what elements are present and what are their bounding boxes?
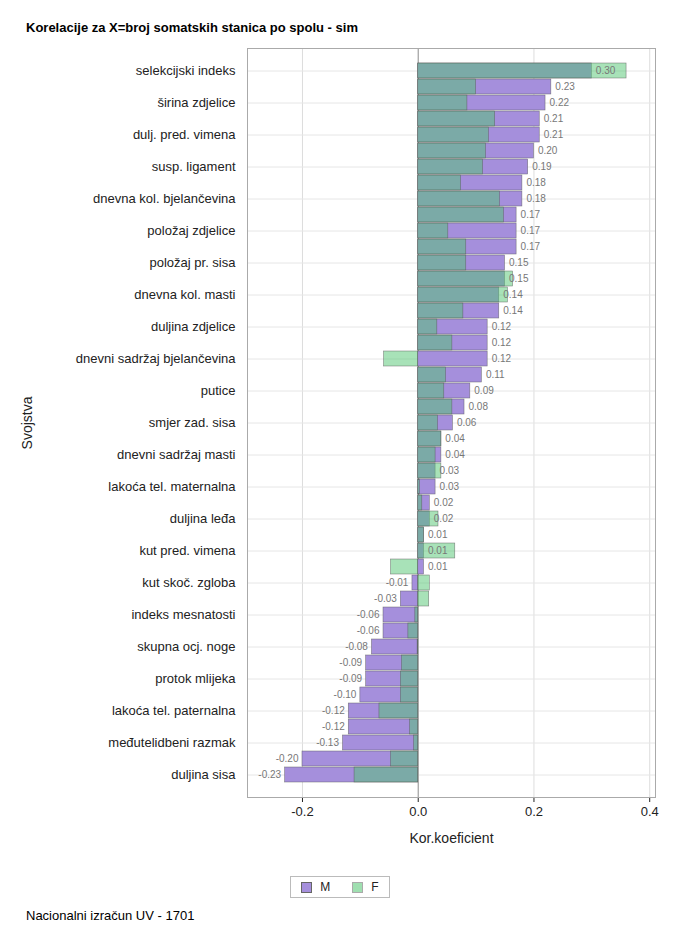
svg-text:Kor.koeficient: Kor.koeficient [409, 830, 493, 846]
svg-text:0.15: 0.15 [509, 273, 529, 284]
svg-text:0.03: 0.03 [440, 481, 460, 492]
svg-text:0.17: 0.17 [521, 209, 541, 220]
svg-text:0.02: 0.02 [434, 497, 454, 508]
svg-text:0.22: 0.22 [550, 97, 570, 108]
svg-text:0.21: 0.21 [544, 113, 564, 124]
svg-text:dnevna kol. masti: dnevna kol. masti [134, 287, 235, 302]
svg-text:0.21: 0.21 [544, 129, 564, 140]
svg-text:susp. ligament: susp. ligament [152, 159, 236, 174]
svg-text:0.4: 0.4 [641, 804, 659, 819]
svg-text:-0.13: -0.13 [316, 737, 339, 748]
svg-text:dnevna kol. bjelančevina: dnevna kol. bjelančevina [93, 191, 236, 206]
svg-text:0.04: 0.04 [445, 449, 465, 460]
svg-text:-0.01: -0.01 [386, 577, 409, 588]
svg-text:0.12: 0.12 [492, 321, 512, 332]
svg-text:dnevni sadržaj bjelančevina: dnevni sadržaj bjelančevina [76, 351, 236, 366]
svg-text:položaj pr. sisa: položaj pr. sisa [150, 255, 237, 270]
svg-text:protok mlijeka: protok mlijeka [155, 671, 236, 686]
svg-text:položaj zdjelice: položaj zdjelice [147, 223, 235, 238]
svg-text:putice: putice [201, 383, 236, 398]
svg-text:kut pred. vimena: kut pred. vimena [139, 543, 236, 558]
svg-text:selekcijski indeks: selekcijski indeks [136, 63, 236, 78]
svg-text:-0.08: -0.08 [345, 641, 368, 652]
svg-text:indeks mesnatosti: indeks mesnatosti [131, 607, 235, 622]
svg-text:0.08: 0.08 [469, 401, 489, 412]
html-text:Nacionalni izračun UV - 1701: Nacionalni izračun UV - 1701 [26, 908, 195, 923]
svg-text:0.0: 0.0 [409, 804, 427, 819]
svg-text:dulj. pred. vimena: dulj. pred. vimena [133, 127, 236, 142]
svg-text:0.30: 0.30 [596, 65, 616, 76]
svg-text:0.03: 0.03 [440, 465, 460, 476]
svg-text:-0.06: -0.06 [357, 609, 380, 620]
svg-text:duljina leđa: duljina leđa [170, 511, 237, 526]
svg-text:0.02: 0.02 [434, 513, 454, 524]
svg-text:0.01: 0.01 [428, 561, 448, 572]
svg-text:-0.06: -0.06 [357, 625, 380, 636]
svg-text:-0.2: -0.2 [291, 804, 313, 819]
svg-text:0.14: 0.14 [503, 289, 523, 300]
svg-text:Svojstva: Svojstva [19, 396, 35, 449]
svg-text:-0.12: -0.12 [322, 705, 345, 716]
svg-text:duljina zdjelice: duljina zdjelice [151, 319, 236, 334]
svg-text:0.11: 0.11 [486, 369, 505, 380]
svg-text:-0.20: -0.20 [276, 753, 299, 764]
svg-text:0.17: 0.17 [521, 241, 541, 252]
svg-text:0.18: 0.18 [526, 193, 546, 204]
svg-text:-0.03: -0.03 [374, 593, 397, 604]
svg-text:dnevni sadržaj masti: dnevni sadržaj masti [117, 447, 236, 462]
svg-text:-0.10: -0.10 [334, 689, 357, 700]
svg-text:kut skoč. zgloba: kut skoč. zgloba [142, 575, 236, 590]
svg-text:0.19: 0.19 [532, 161, 552, 172]
svg-text:0.12: 0.12 [492, 353, 512, 364]
svg-text:širina zdjelice: širina zdjelice [157, 95, 235, 110]
svg-text:0.17: 0.17 [521, 225, 541, 236]
html-text:F: F [371, 880, 379, 894]
svg-text:lakoća tel. maternalna: lakoća tel. maternalna [108, 479, 236, 494]
svg-text:smjer zad. sisa: smjer zad. sisa [149, 415, 236, 430]
html-text:M: M [320, 880, 331, 894]
svg-text:0.18: 0.18 [526, 177, 546, 188]
svg-text:duljina sisa: duljina sisa [171, 767, 236, 782]
svg-text:-0.09: -0.09 [339, 657, 362, 668]
svg-text:0.23: 0.23 [555, 81, 575, 92]
svg-text:0.14: 0.14 [503, 305, 523, 316]
svg-text:0.2: 0.2 [525, 804, 543, 819]
svg-text:-0.12: -0.12 [322, 721, 345, 732]
svg-text:0.01: 0.01 [428, 529, 448, 540]
svg-text:0.09: 0.09 [474, 385, 494, 396]
svg-text:lakoća tel. paternalna: lakoća tel. paternalna [112, 703, 236, 718]
html-text:Korelacije za X=broj somatskih: Korelacije za X=broj somatskih stanica p… [26, 20, 358, 35]
svg-text:0.06: 0.06 [457, 417, 477, 428]
svg-text:0.20: 0.20 [538, 145, 558, 156]
svg-text:0.04: 0.04 [445, 433, 465, 444]
svg-text:0.12: 0.12 [492, 337, 512, 348]
svg-text:0.15: 0.15 [509, 257, 529, 268]
svg-text:-0.23: -0.23 [258, 769, 281, 780]
svg-text:-0.09: -0.09 [339, 673, 362, 684]
svg-text:skupna ocj. noge: skupna ocj. noge [137, 639, 235, 654]
svg-text:međutelidbeni razmak: međutelidbeni razmak [108, 735, 236, 750]
svg-text:0.01: 0.01 [428, 545, 448, 556]
